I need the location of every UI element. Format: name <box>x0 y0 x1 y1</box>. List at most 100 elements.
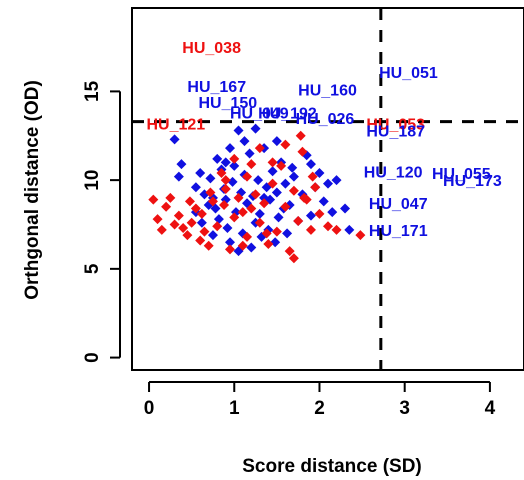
data-point-blue <box>207 230 218 241</box>
data-point-blue <box>340 203 351 214</box>
data-point-blue <box>331 175 342 186</box>
data-point-red <box>250 189 261 200</box>
data-point-red <box>203 240 214 251</box>
point-label: HU_055 <box>432 166 491 183</box>
data-point-red <box>237 207 248 218</box>
data-point-blue <box>314 168 325 179</box>
data-point-red <box>355 230 366 241</box>
point-label: HU_192 <box>258 106 317 123</box>
data-point-red <box>237 240 248 251</box>
data-point-blue <box>253 175 264 186</box>
data-point-red <box>261 228 272 239</box>
data-point-red <box>212 221 223 232</box>
data-point-red <box>182 230 193 241</box>
data-point-blue <box>195 168 206 179</box>
data-point-red <box>186 217 197 228</box>
data-point-red <box>259 198 270 209</box>
point-label: HU_051 <box>379 65 438 82</box>
data-point-red <box>220 175 231 186</box>
x-axis-title: Score distance (SD) <box>242 456 422 477</box>
data-point-blue <box>344 224 355 235</box>
data-point-red <box>280 139 291 150</box>
data-point-blue <box>280 178 291 189</box>
y-axis-title: Orthgonal distance (OD) <box>22 80 43 300</box>
x-tick-label: 3 <box>399 398 410 419</box>
data-point-blue <box>305 159 316 170</box>
y-tick-label: 15 <box>82 80 103 102</box>
data-point-red <box>205 187 216 198</box>
data-point-red <box>178 223 189 234</box>
y-tick-label: 0 <box>82 352 103 363</box>
data-point-red <box>220 184 231 194</box>
data-point-blue <box>212 153 223 164</box>
data-point-red <box>190 203 201 214</box>
data-point-blue <box>213 214 224 225</box>
y-tick-label: 10 <box>82 170 103 191</box>
data-point-blue <box>196 217 207 228</box>
point-label: HU_047 <box>369 196 428 213</box>
data-point-red <box>323 221 333 232</box>
data-point-red <box>307 171 318 182</box>
data-point-blue <box>222 223 233 234</box>
data-point-red <box>233 192 244 203</box>
plot-frame <box>131 7 524 371</box>
data-point-blue <box>176 159 187 170</box>
data-point-blue <box>227 176 238 187</box>
data-point-red <box>169 219 180 230</box>
point-label: HU_187 <box>366 123 425 140</box>
data-point-red <box>216 168 227 179</box>
data-point-red <box>293 215 304 226</box>
data-point-blue <box>225 237 235 248</box>
data-point-blue <box>190 182 201 193</box>
data-point-red <box>254 143 265 154</box>
y-tick-label: 5 <box>82 263 103 274</box>
data-point-red <box>305 224 316 235</box>
data-point-red <box>229 212 240 223</box>
data-point-blue <box>273 212 284 223</box>
data-point-red <box>295 130 306 141</box>
data-point-red <box>284 246 295 257</box>
data-point-blue <box>233 125 244 136</box>
x-tick-label: 2 <box>314 398 325 419</box>
x-tick-label: 4 <box>485 398 496 419</box>
point-label: HU_167 <box>187 79 246 96</box>
data-point-red <box>242 231 253 242</box>
data-point-red <box>242 171 253 182</box>
point-label: HU_049 <box>230 106 289 123</box>
data-point-red <box>148 194 159 205</box>
data-point-red <box>299 192 310 203</box>
data-point-red <box>271 226 282 237</box>
data-point-blue <box>282 228 293 239</box>
data-point-blue <box>205 173 216 184</box>
y-axis: 0 5 10 15 <box>82 80 121 363</box>
point-label: HU_171 <box>369 223 428 240</box>
data-point-blue <box>220 157 231 168</box>
data-point-red <box>156 224 167 235</box>
data-point-red <box>314 208 325 219</box>
point-label: HU_120 <box>364 164 423 181</box>
data-point-red <box>196 208 207 219</box>
data-point-blue <box>250 123 261 134</box>
data-point-red <box>246 203 257 214</box>
data-point-blue <box>323 178 333 189</box>
point-label: HU_150 <box>198 95 257 112</box>
plot-marks <box>148 123 366 264</box>
x-tick-label: 0 <box>144 398 155 419</box>
point-label: HU_038 <box>182 40 241 57</box>
data-point-red <box>297 146 308 157</box>
data-point-red <box>280 201 291 212</box>
data-point-blue <box>229 160 240 171</box>
data-point-blue <box>225 143 235 154</box>
point-label: HU_160 <box>298 83 357 100</box>
point-label: HU_173 <box>443 173 502 190</box>
data-point-red <box>195 235 206 246</box>
data-point-blue <box>270 237 281 248</box>
data-point-blue <box>239 136 250 147</box>
data-point-red <box>246 159 257 170</box>
data-point-red <box>225 244 235 255</box>
data-point-red <box>199 226 210 237</box>
data-point-red <box>254 217 265 228</box>
data-point-blue <box>327 207 338 218</box>
